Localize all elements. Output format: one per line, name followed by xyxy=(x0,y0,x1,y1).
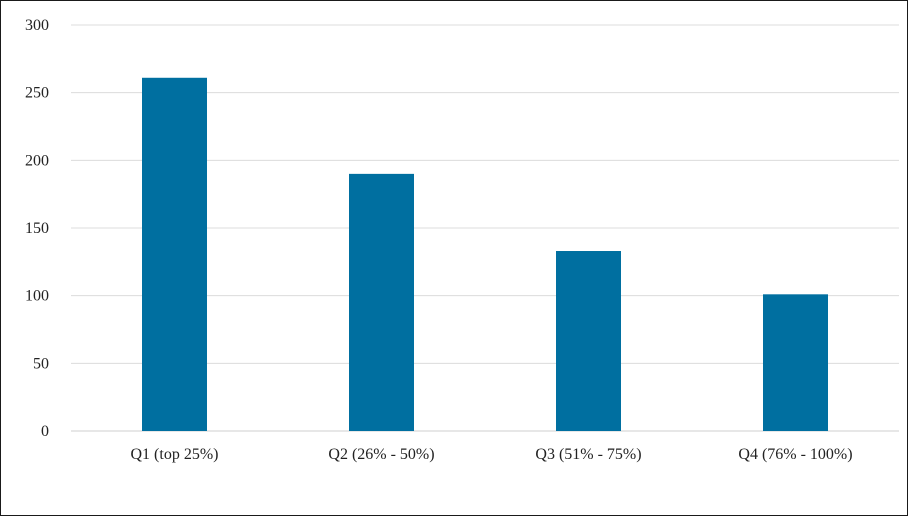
x-tick-label: Q2 (26% - 50%) xyxy=(328,446,434,463)
bars xyxy=(142,77,828,431)
bar-2 xyxy=(349,173,414,431)
y-tick-label: 0 xyxy=(41,423,49,440)
gridlines xyxy=(71,24,899,432)
x-tick-label: Q1 (top 25%) xyxy=(131,446,219,463)
y-tick-label: 300 xyxy=(25,17,49,34)
y-tick-label: 100 xyxy=(25,288,49,305)
y-tick-label: 200 xyxy=(25,152,49,169)
x-axis-tick-labels: Q1 (top 25%) Q2 (26% - 50%) Q3 (51% - 75%)… xyxy=(131,446,853,463)
bar-3 xyxy=(556,251,621,431)
y-tick-label: 50 xyxy=(33,355,49,372)
bar-4 xyxy=(763,294,828,431)
y-axis-tick-labels: 0 50 100 150 200 250 300 xyxy=(25,17,49,440)
bar-1 xyxy=(142,77,207,431)
y-tick-label: 150 xyxy=(25,220,49,237)
x-tick-label: Q3 (51% - 75%) xyxy=(535,446,641,463)
x-tick-label: Q4 (76% - 100%) xyxy=(738,446,852,463)
y-tick-label: 250 xyxy=(25,85,49,102)
